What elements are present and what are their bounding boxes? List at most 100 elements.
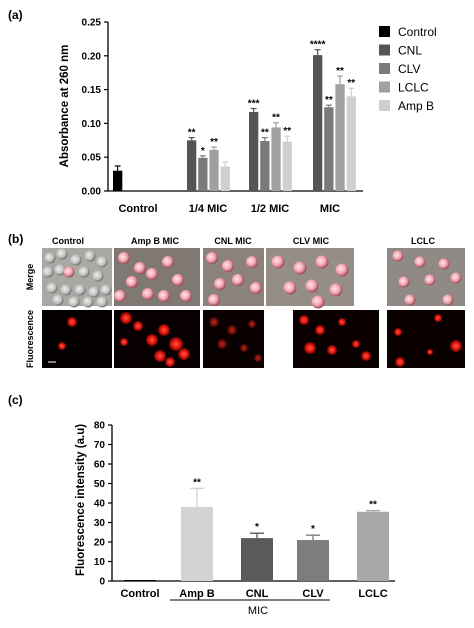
stained-cell: [398, 276, 410, 288]
legend-label-amp-b: Amp B: [398, 99, 434, 113]
stained-cell: [283, 281, 297, 295]
stained-cell: [293, 261, 307, 275]
stained-cell: [329, 283, 343, 297]
fluorescent-cell: [315, 325, 325, 335]
stained-cell: [214, 278, 226, 290]
micrograph-column-amp-b-mic: Amp B MIC: [131, 236, 179, 246]
fluorescent-cell: [67, 317, 77, 327]
yeast-cell: [54, 264, 66, 276]
fluorescence-intensity-chart: Fluorescence intensity (a.u) 0 10 20 30 40 50…: [75, 421, 395, 617]
significance-marker: **: [210, 137, 218, 148]
fluorescent-cell: [120, 312, 132, 324]
yeast-cell: [82, 296, 94, 308]
chart-c-ytick-label: 40: [94, 499, 106, 510]
chart-a-ytick-label: 0.25: [82, 18, 102, 29]
stained-cell: [222, 260, 234, 272]
chart-c-category-label: Amp B: [179, 588, 215, 600]
micrograph-column-control: Control: [52, 236, 84, 246]
fluorescent-cell: [299, 315, 309, 325]
micrograph-column-clv-mic: CLV MIC: [293, 236, 330, 246]
legend-label-cnl: CNL: [398, 44, 422, 58]
stained-cell: [424, 274, 436, 286]
chart-c-category-label: LCLC: [358, 588, 387, 600]
chart-a-ytick-label: 0.15: [82, 85, 102, 96]
bar-1-2-mic-lclc: [271, 127, 281, 191]
chart-c-ylabel: Fluorescence intensity (a.u): [75, 424, 87, 576]
stained-cell: [208, 294, 220, 306]
legend-swatch-amp-b: [379, 100, 390, 111]
fluorescent-cell: [248, 320, 256, 328]
stained-cell: [305, 279, 319, 293]
stained-cell: [134, 262, 146, 274]
fluorescent-cell: [165, 357, 175, 367]
stained-cell: [146, 268, 158, 280]
micrograph-row-merge: Merge: [25, 264, 35, 291]
bar-1-2-mic-cnl: [249, 111, 259, 191]
stained-cell: [442, 294, 454, 306]
stained-cell: [232, 274, 244, 286]
fluorescent-cell: [154, 350, 166, 362]
fluorescent-cell: [217, 339, 227, 349]
legend-label-clv: CLV: [398, 62, 420, 76]
significance-marker: ****: [310, 40, 326, 51]
fluorescent-cell: [227, 325, 237, 335]
chart-c-category-label: Control: [120, 588, 159, 600]
chart-c-category-label: CLV: [302, 588, 324, 600]
significance-marker: *: [201, 146, 205, 157]
fluorescent-cell: [209, 317, 219, 327]
yeast-cell: [74, 284, 86, 296]
bar-mic-lclc: [335, 84, 345, 191]
chart-c-category-label: CNL: [246, 588, 269, 600]
fluorescent-cell: [434, 314, 442, 322]
chart-c-ytick-label: 10: [94, 557, 106, 568]
micrograph-column-lclc: LCLC: [411, 236, 435, 246]
stained-cell: [126, 276, 138, 288]
fluorescent-cell: [395, 357, 405, 367]
bar-1-4-mic-cnl: [187, 140, 197, 191]
bar-cnl: [241, 538, 273, 581]
significance-marker: *: [311, 524, 315, 535]
yeast-cell: [84, 250, 96, 262]
legend-swatch-lclc: [379, 81, 390, 93]
fluorescent-cell: [240, 344, 248, 352]
bar-control: [124, 580, 156, 582]
chart-a-category-label: Control: [118, 203, 157, 215]
chart-c-ytick-label: 50: [94, 479, 106, 490]
stained-cell: [271, 255, 285, 269]
chart-c-ytick-label: 60: [94, 460, 106, 471]
fluorescent-cell: [327, 345, 337, 355]
fluorescent-cell: [178, 348, 190, 360]
bar-mic-clv: [324, 107, 334, 191]
significance-marker: **: [336, 66, 344, 77]
fluorescent-cell: [450, 340, 462, 352]
chart-a-ytick-label: 0.10: [82, 119, 102, 130]
chart-a-legend: Control CNL CLV LCLC Amp B: [379, 25, 437, 113]
bar-lclc: [357, 511, 389, 581]
yeast-cell: [96, 296, 108, 308]
panel-label-c: (c): [8, 393, 23, 407]
stained-cell: [246, 256, 258, 268]
stained-cell: [180, 290, 192, 302]
significance-marker: **: [188, 128, 196, 139]
fluorescent-cell: [352, 340, 360, 348]
chart-c-ytick-label: 70: [94, 440, 106, 451]
absorbance-chart: Absorbance at 260 nm 0.00 0.05 0.10 0.15 0.2…: [59, 18, 437, 216]
stained-cell: [172, 274, 184, 286]
merge-row: ​: [42, 248, 465, 309]
fluorescent-cell: [427, 349, 433, 355]
stained-cell: [450, 272, 462, 284]
legend-label-control: Control: [398, 25, 437, 39]
stained-cell: [315, 255, 329, 269]
significance-marker: **: [193, 477, 201, 488]
significance-marker: *: [255, 522, 259, 533]
chart-c-ytick-label: 20: [94, 538, 106, 549]
stained-cell: [114, 290, 126, 302]
bar-1-4-mic-lclc: [209, 149, 219, 191]
bar-clv: [297, 540, 329, 581]
fluorescent-cell: [304, 342, 316, 354]
fluorescence-row: [42, 310, 465, 368]
fluorescent-cell: [158, 324, 170, 336]
significance-marker: **: [261, 128, 269, 139]
bar-1-4-mic-clv: [198, 157, 208, 191]
